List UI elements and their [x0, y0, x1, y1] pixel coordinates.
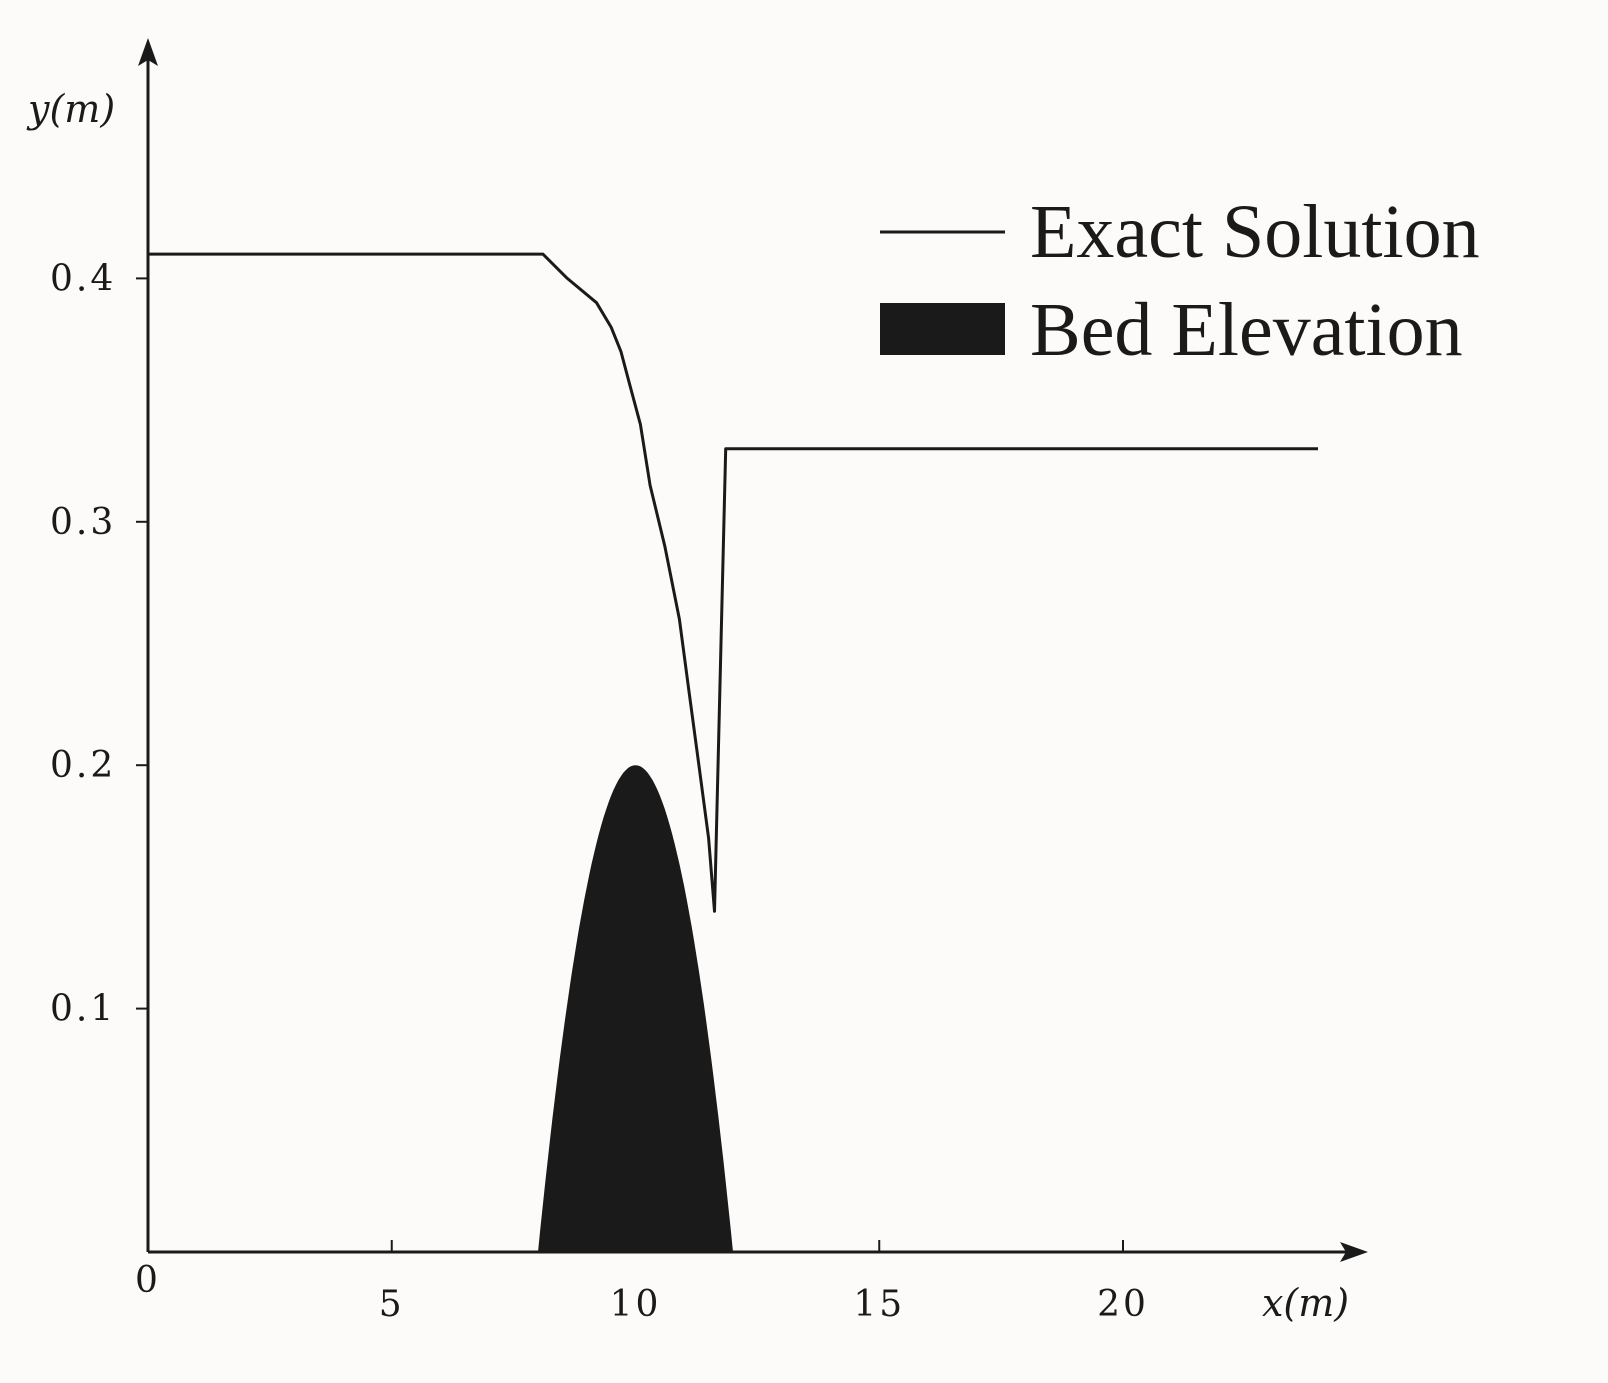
x-axis-label: x(m): [1262, 1281, 1349, 1325]
x-tick-label: 5: [379, 1284, 405, 1325]
legend-swatch-bed-elevation: [880, 303, 1005, 355]
x-tick-label: 0: [135, 1260, 161, 1301]
y-tick-label: 0.1: [50, 989, 116, 1030]
axes: [138, 38, 1368, 1262]
y-tick-label: 0.3: [50, 502, 116, 543]
bed-elevation-layer: [538, 765, 733, 1252]
y-axis-label: y(m): [26, 87, 115, 131]
x-tick-label: 20: [1097, 1284, 1149, 1325]
x-tick-label: 10: [610, 1284, 662, 1325]
legend: Exact Solution Bed Elevation: [880, 190, 1480, 372]
exact-solution-layer: [148, 252, 1318, 913]
x-tick-label: 15: [853, 1284, 905, 1325]
y-tick-label: 0.4: [50, 258, 116, 299]
legend-label-bed-elevation: Bed Elevation: [1030, 288, 1463, 372]
y-axis-arrow: [138, 38, 158, 66]
x-axis-arrow: [1340, 1242, 1368, 1262]
y-tick-label: 0.2: [50, 745, 116, 786]
ticks: 0 5 10 15 20 0.1 0.2 0.3 0.4: [50, 258, 1149, 1325]
exact-solution-line: [148, 252, 1318, 913]
bed-elevation-area: [538, 765, 733, 1252]
legend-label-exact-solution: Exact Solution: [1030, 190, 1480, 274]
